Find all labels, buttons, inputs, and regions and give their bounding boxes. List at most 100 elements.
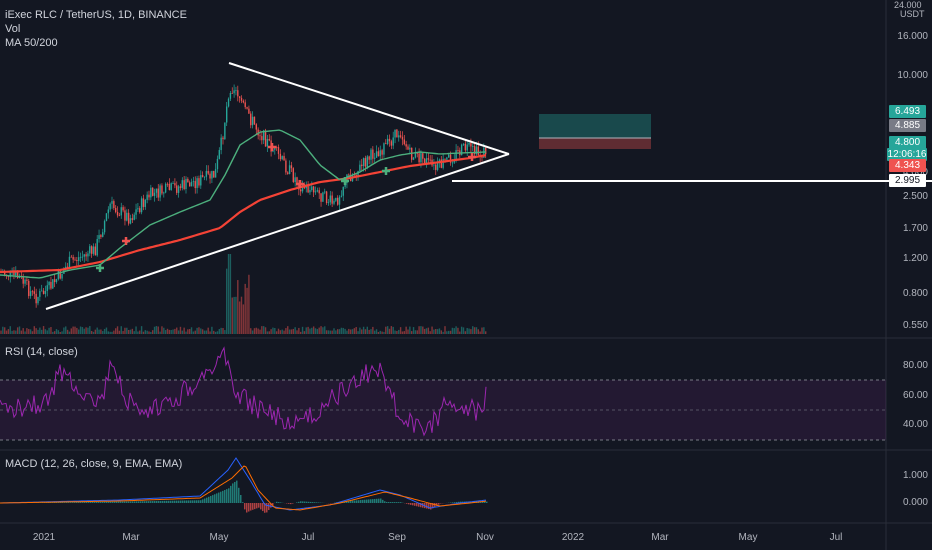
candle-body [166, 183, 169, 185]
macd-histogram-bar [270, 503, 272, 508]
volume-bar [270, 329, 272, 334]
current-price-tag[interactable]: 4.800 [889, 136, 926, 149]
candle-body [37, 296, 39, 304]
volume-bar [100, 329, 102, 334]
volume-bar [409, 326, 411, 334]
macd-histogram-bar [214, 494, 216, 503]
long-position-tool[interactable] [539, 114, 651, 149]
chart-title[interactable]: iExec RLC / TetherUS, 1D, BINANCE [5, 9, 187, 21]
volume-bar [311, 327, 313, 334]
volume-bar [342, 327, 344, 334]
time-axis-label: May [209, 532, 229, 543]
macd-histogram-bar [72, 502, 74, 503]
volume-bar [37, 329, 39, 334]
volume-bar [407, 329, 409, 334]
candle-body [89, 246, 91, 254]
macd-histogram-bar [172, 500, 174, 503]
target-price-tag[interactable]: 6.493 [889, 105, 926, 118]
volume-bar [446, 331, 448, 334]
volume-bar [79, 326, 82, 334]
volume-legend[interactable]: Vol [5, 23, 21, 35]
candle-body [275, 146, 278, 148]
symmetrical-triangle-drawing[interactable] [45, 62, 510, 310]
volume-bar [344, 328, 346, 334]
volume-bar [176, 327, 178, 334]
last-close-price-tag[interactable]: 4.885 [889, 119, 926, 132]
support-price-tag[interactable]: 2.995 [889, 174, 926, 187]
volume-bar [370, 329, 372, 334]
volume-bar [398, 329, 400, 334]
macd-histogram-bar [396, 502, 398, 503]
volume-bar [220, 327, 222, 334]
volume-bar [444, 326, 446, 334]
volume-bar [183, 327, 185, 334]
macd-histogram-bar [98, 501, 100, 503]
candle-body [446, 157, 448, 160]
macd-histogram-bar [350, 500, 352, 503]
candle-body [337, 197, 339, 205]
macd-histogram-bar [276, 501, 278, 503]
volume-bar [414, 330, 417, 334]
candle-body [203, 176, 206, 178]
macd-histogram-bar [316, 502, 318, 503]
candle-body [359, 164, 361, 171]
ma-legend[interactable]: MA 50/200 [5, 37, 58, 49]
volume-bar [275, 331, 278, 334]
candle-body [90, 246, 93, 254]
candle-body [468, 142, 470, 145]
volume-bar [411, 331, 413, 334]
macd-histogram-bar [138, 501, 140, 503]
candle-body [294, 177, 296, 182]
volume-bar [399, 327, 402, 334]
candle-body [281, 156, 283, 160]
volume-bar [209, 331, 211, 334]
candle-body [231, 92, 233, 94]
volume-bar [207, 327, 209, 334]
candle-body [470, 142, 472, 147]
macd-histogram-bar [158, 500, 160, 503]
volume-bar [70, 328, 72, 334]
macd-histogram-bar [240, 495, 242, 503]
volume-bar [385, 326, 387, 334]
volume-bar [459, 331, 461, 334]
macd-histogram-bar [432, 503, 434, 509]
macd-histogram-bar [392, 502, 394, 503]
macd-histogram-bar [298, 501, 300, 503]
volume-bar [477, 329, 479, 334]
volume-bar [412, 327, 415, 334]
volume-bar [126, 327, 128, 334]
candle-body [137, 208, 139, 210]
candle-body [261, 136, 263, 141]
volume-bar [102, 331, 104, 334]
volume-bar [55, 329, 58, 334]
volume-bar [211, 326, 213, 334]
candle-body [163, 192, 165, 194]
volume-bar [418, 326, 420, 334]
volume-bar [74, 326, 76, 334]
candle-body [460, 144, 463, 156]
candle-body [237, 90, 239, 97]
volume-bar [251, 330, 254, 334]
candle-body [85, 254, 87, 257]
rsi-legend[interactable]: RSI (14, close) [5, 346, 78, 358]
candle-body [322, 192, 324, 202]
candle-body [205, 170, 208, 177]
candle-body [61, 273, 63, 279]
volume-bar [61, 331, 63, 334]
macd-histogram-bar [54, 502, 56, 503]
candle-body [4, 272, 6, 275]
candle-body [451, 162, 454, 164]
volume-bar [348, 328, 350, 334]
candle-body [311, 186, 313, 191]
candle-body [405, 144, 407, 147]
candle-body [325, 191, 328, 203]
volume-bar [66, 329, 69, 334]
volume-bar [83, 328, 85, 334]
time-axis-label: 2021 [32, 532, 56, 543]
volume-bar [405, 326, 407, 334]
volume-bar [53, 331, 56, 334]
volume-bar [460, 326, 463, 334]
macd-legend[interactable]: MACD (12, 26, close, 9, EMA, EMA) [5, 458, 183, 470]
stop-price-tag[interactable]: 4.343 [889, 159, 926, 172]
